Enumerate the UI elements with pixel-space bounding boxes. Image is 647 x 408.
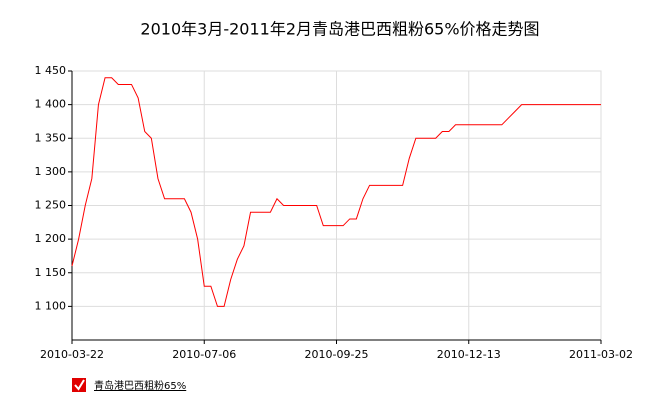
y-tick-label: 1 150 [35, 266, 67, 279]
legend-check[interactable] [72, 378, 86, 392]
x-tick-label: 2010-12-13 [437, 348, 501, 361]
x-tick-label: 2011-03-02 [569, 348, 633, 361]
y-tick-label: 1 250 [35, 199, 67, 212]
legend-label[interactable]: 青岛港巴西粗粉65% [94, 379, 186, 392]
y-tick-label: 1 100 [35, 299, 67, 312]
x-tick-label: 2010-07-06 [172, 348, 236, 361]
check-icon [74, 379, 85, 391]
y-tick-label: 1 450 [35, 64, 67, 77]
y-tick-label: 1 400 [35, 98, 67, 111]
line-series [71, 77, 601, 307]
x-tick-label: 2010-03-22 [40, 348, 104, 361]
x-tick-label: 2010-09-25 [305, 348, 369, 361]
y-tick-label: 1 200 [35, 232, 67, 245]
y-tick-label: 1 350 [35, 131, 67, 144]
chart-title: 2010年3月-2011年2月青岛港巴西粗粉65%价格走势图 [140, 20, 539, 39]
y-tick-label: 1 300 [35, 165, 67, 178]
